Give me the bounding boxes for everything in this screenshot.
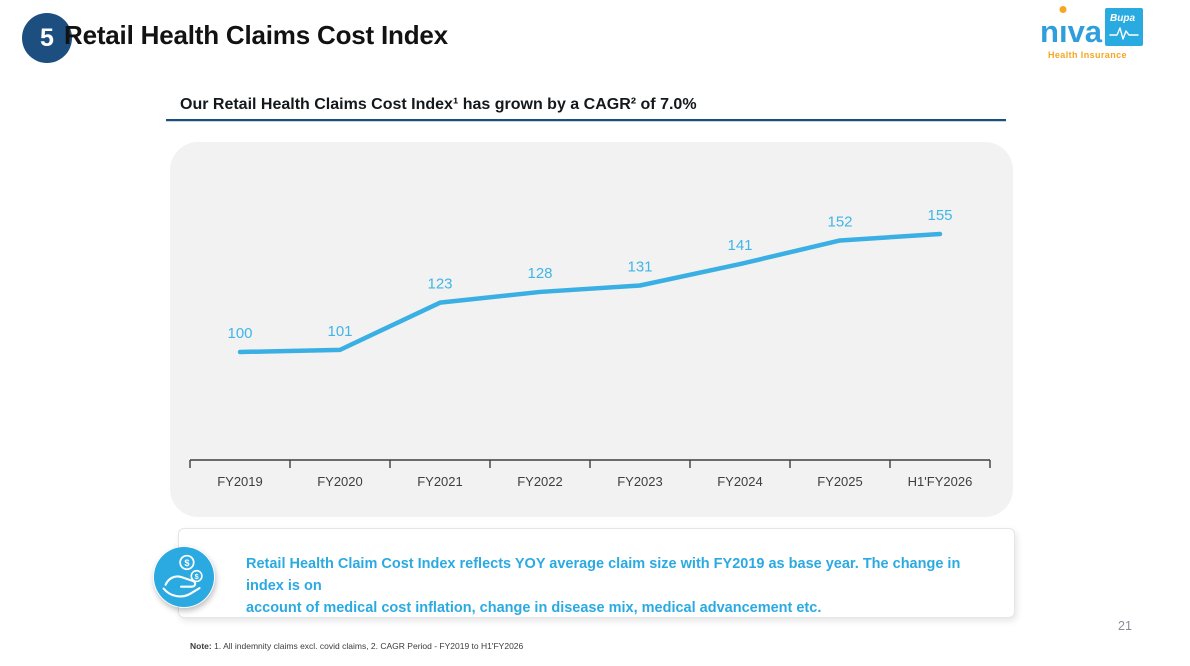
x-axis-label: H1'FY2026	[908, 474, 973, 489]
data-label: 131	[627, 259, 652, 276]
footnote-prefix: Note:	[190, 641, 212, 651]
page-title: Retail Health Claims Cost Index	[64, 20, 448, 50]
data-label: 152	[827, 213, 852, 230]
line-chart: FY2019 FY2020 FY2021 FY2022 FY2023 FY2024 FY20…	[189, 207, 991, 489]
x-axis-label: FY2024	[717, 474, 763, 489]
svg-text:$: $	[184, 558, 189, 568]
series-line	[237, 231, 943, 355]
bupa-wordmark: Bupa	[1110, 13, 1136, 24]
data-label: 141	[727, 237, 752, 254]
slide-number: 5	[40, 23, 54, 52]
chart-card: FY2019 FY2020 FY2021 FY2022 FY2023 FY2024 FY20…	[170, 142, 1013, 517]
note-line: Retail Health Claim Cost Index reflects …	[246, 556, 961, 594]
x-axis-label: FY2022	[517, 474, 563, 489]
x-axis-label: FY2019	[217, 474, 263, 489]
niva-bupa-logo: nıva Bupa Health Insurance	[1040, 8, 1156, 60]
niva-i-orange-dot: ı	[1058, 14, 1068, 49]
data-label: 155	[927, 207, 952, 224]
footnote: Note: 1. All indemnity claims excl. covi…	[190, 641, 523, 651]
logo-row: nıva Bupa	[1040, 8, 1156, 47]
data-label: 101	[327, 323, 352, 340]
hand-coin-icon: $ $	[153, 546, 215, 608]
x-axis-label: FY2021	[417, 474, 463, 489]
logo-tagline: Health Insurance	[1048, 50, 1127, 60]
note-text: Retail Health Claim Cost Index reflects …	[246, 553, 1001, 619]
svg-text:$: $	[195, 572, 199, 581]
subtitle-divider	[166, 119, 1006, 122]
bupa-logo-square: Bupa	[1105, 8, 1144, 46]
slide-number-badge: 5	[22, 13, 72, 63]
note-box: $ $ Retail Health Claim Cost Index refle…	[153, 528, 1015, 619]
note-line: account of medical cost inflation, chang…	[246, 600, 822, 616]
chart-subtitle: Our Retail Health Claims Cost Index¹ has…	[180, 96, 697, 113]
data-label: 100	[227, 325, 252, 342]
page-number: 21	[1118, 619, 1132, 633]
x-axis-label: FY2025	[817, 474, 863, 489]
footnote-text: 1. All indemnity claims excl. covid clai…	[211, 641, 524, 651]
data-label: 128	[527, 265, 552, 282]
data-label: 123	[427, 276, 452, 293]
x-axis-label: FY2023	[617, 474, 663, 489]
niva-wordmark: nıva	[1040, 14, 1103, 49]
x-axis-label: FY2020	[317, 474, 363, 489]
heartbeat-icon	[1109, 27, 1139, 40]
